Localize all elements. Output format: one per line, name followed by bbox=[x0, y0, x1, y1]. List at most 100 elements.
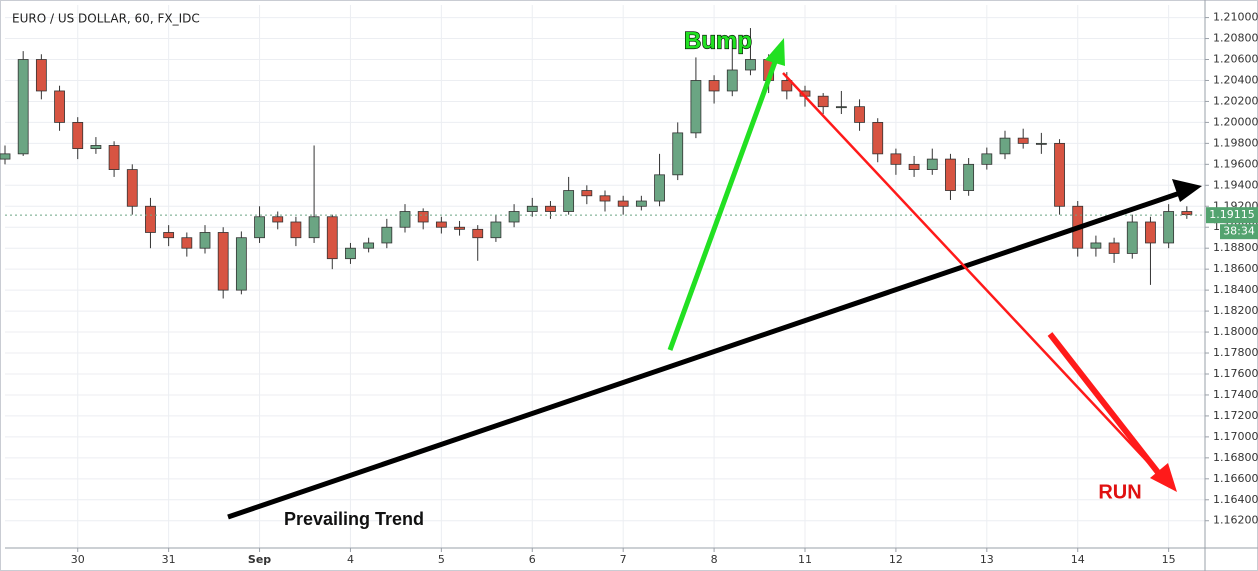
candle-body bbox=[1035, 142, 1047, 145]
y-tick-label: 1.20600 bbox=[1213, 53, 1258, 66]
y-tick-label: 1.20400 bbox=[1213, 73, 1258, 86]
candle-body bbox=[1145, 221, 1156, 244]
axes: 1.16200 1.16400 1.16600 1.16800 1.17000 1.172… bbox=[5, 11, 1258, 566]
candle-body bbox=[145, 205, 156, 233]
trend-arrow-head bbox=[1172, 179, 1202, 202]
candle-body bbox=[817, 95, 829, 108]
run-line bbox=[782, 72, 1161, 476]
x-tick-label: 8 bbox=[711, 553, 718, 566]
candle-body bbox=[363, 242, 375, 249]
run-arrow-head bbox=[1150, 463, 1177, 492]
run-label: RUN bbox=[1098, 481, 1141, 503]
x-tick-label: 4 bbox=[347, 553, 354, 566]
candle-body bbox=[1108, 242, 1120, 254]
candle-body bbox=[272, 216, 284, 223]
countdown-box bbox=[1220, 224, 1258, 240]
x-tick-label: 14 bbox=[1071, 553, 1085, 566]
candle-body bbox=[254, 216, 265, 239]
candle-body bbox=[999, 137, 1011, 155]
candle-body bbox=[945, 158, 956, 191]
y-tick-label: 1.17200 bbox=[1213, 409, 1258, 422]
x-tick-label: 5 bbox=[438, 553, 445, 566]
y-tick-label: 1.18400 bbox=[1213, 283, 1258, 296]
x-tick-label: 15 bbox=[1162, 553, 1176, 566]
x-tick-label: 30 bbox=[71, 553, 85, 566]
candle-body bbox=[926, 158, 938, 170]
y-tick-label: 1.19600 bbox=[1213, 157, 1258, 170]
last-price-box bbox=[1206, 207, 1258, 224]
candle-body bbox=[1181, 211, 1193, 216]
y-tick-label: 1.18000 bbox=[1213, 325, 1258, 338]
x-tick-label: 7 bbox=[620, 553, 627, 566]
countdown-label: 38:34 bbox=[1223, 225, 1255, 238]
candle-body bbox=[545, 205, 556, 212]
candle-body bbox=[981, 153, 993, 165]
run-line-thick bbox=[1047, 332, 1163, 477]
last-price-label: 1.19115 bbox=[1209, 208, 1255, 221]
candle-body bbox=[1054, 142, 1065, 207]
candle-body bbox=[472, 228, 484, 239]
y-tick-label: 1.20800 bbox=[1213, 32, 1258, 45]
candle-body bbox=[508, 211, 520, 223]
candle-body bbox=[908, 163, 920, 170]
candle-body bbox=[90, 145, 102, 150]
candle-body bbox=[54, 90, 65, 123]
candle-body bbox=[617, 200, 629, 207]
x-tick-label: 11 bbox=[798, 553, 812, 566]
y-tick-label: 1.17800 bbox=[1213, 346, 1258, 359]
candle-body bbox=[435, 221, 447, 228]
candle-body bbox=[963, 163, 975, 191]
candle-body bbox=[1163, 211, 1175, 244]
trend-line bbox=[227, 190, 1181, 520]
candle-body bbox=[563, 190, 575, 212]
y-tick-label: 1.16800 bbox=[1213, 451, 1258, 464]
candle-body bbox=[308, 216, 320, 239]
y-tick-label: 1.16600 bbox=[1213, 472, 1258, 485]
candle-body bbox=[108, 145, 120, 170]
candle-body bbox=[672, 132, 684, 176]
x-tick-label: 13 bbox=[980, 553, 994, 566]
candle-body bbox=[526, 205, 538, 212]
candle-body bbox=[217, 232, 229, 291]
candle-body bbox=[581, 190, 593, 197]
y-tick-label: 1.17000 bbox=[1213, 430, 1258, 443]
candle-body bbox=[635, 200, 647, 207]
candle-body bbox=[1090, 242, 1102, 249]
y-tick-label: 1.16400 bbox=[1213, 493, 1258, 506]
x-tick-label: 31 bbox=[162, 553, 176, 566]
candle-body bbox=[1017, 137, 1029, 144]
candle-body bbox=[890, 153, 902, 165]
candle-body bbox=[399, 211, 411, 228]
y-tick-label: 1.20000 bbox=[1213, 115, 1258, 128]
drawings bbox=[227, 38, 1202, 520]
candle-body bbox=[690, 80, 702, 134]
candle-body bbox=[1126, 221, 1138, 254]
x-tick-label: 12 bbox=[889, 553, 903, 566]
y-tick-label: 1.18800 bbox=[1213, 241, 1258, 254]
candle-body bbox=[326, 216, 338, 260]
y-tick-label: 1.17600 bbox=[1213, 367, 1258, 380]
bump-arrow-head bbox=[765, 38, 785, 66]
y-tick-label: 1.20200 bbox=[1213, 94, 1258, 107]
bump-line bbox=[667, 61, 778, 351]
candle-body bbox=[417, 211, 429, 223]
candle-body bbox=[35, 59, 47, 92]
candle-body bbox=[454, 226, 465, 230]
candle-body bbox=[0, 153, 11, 160]
candle-body bbox=[72, 122, 84, 150]
candle-body bbox=[490, 221, 502, 239]
x-tick-label: Sep bbox=[248, 553, 271, 566]
y-tick-label: 1.17400 bbox=[1213, 388, 1258, 401]
candle-body bbox=[654, 174, 665, 202]
candle-body bbox=[235, 237, 247, 291]
candle-body bbox=[17, 59, 29, 155]
candle-body bbox=[126, 169, 138, 207]
grid bbox=[5, 5, 1205, 548]
candle-body bbox=[163, 232, 175, 239]
candle-body bbox=[745, 59, 756, 71]
y-tick-label: 1.19400 bbox=[1213, 178, 1258, 191]
candle-body bbox=[872, 122, 884, 155]
y-tick-label: 1.18200 bbox=[1213, 304, 1258, 317]
